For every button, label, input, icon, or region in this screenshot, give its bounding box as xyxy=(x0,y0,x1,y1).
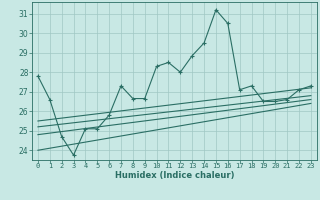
X-axis label: Humidex (Indice chaleur): Humidex (Indice chaleur) xyxy=(115,171,234,180)
